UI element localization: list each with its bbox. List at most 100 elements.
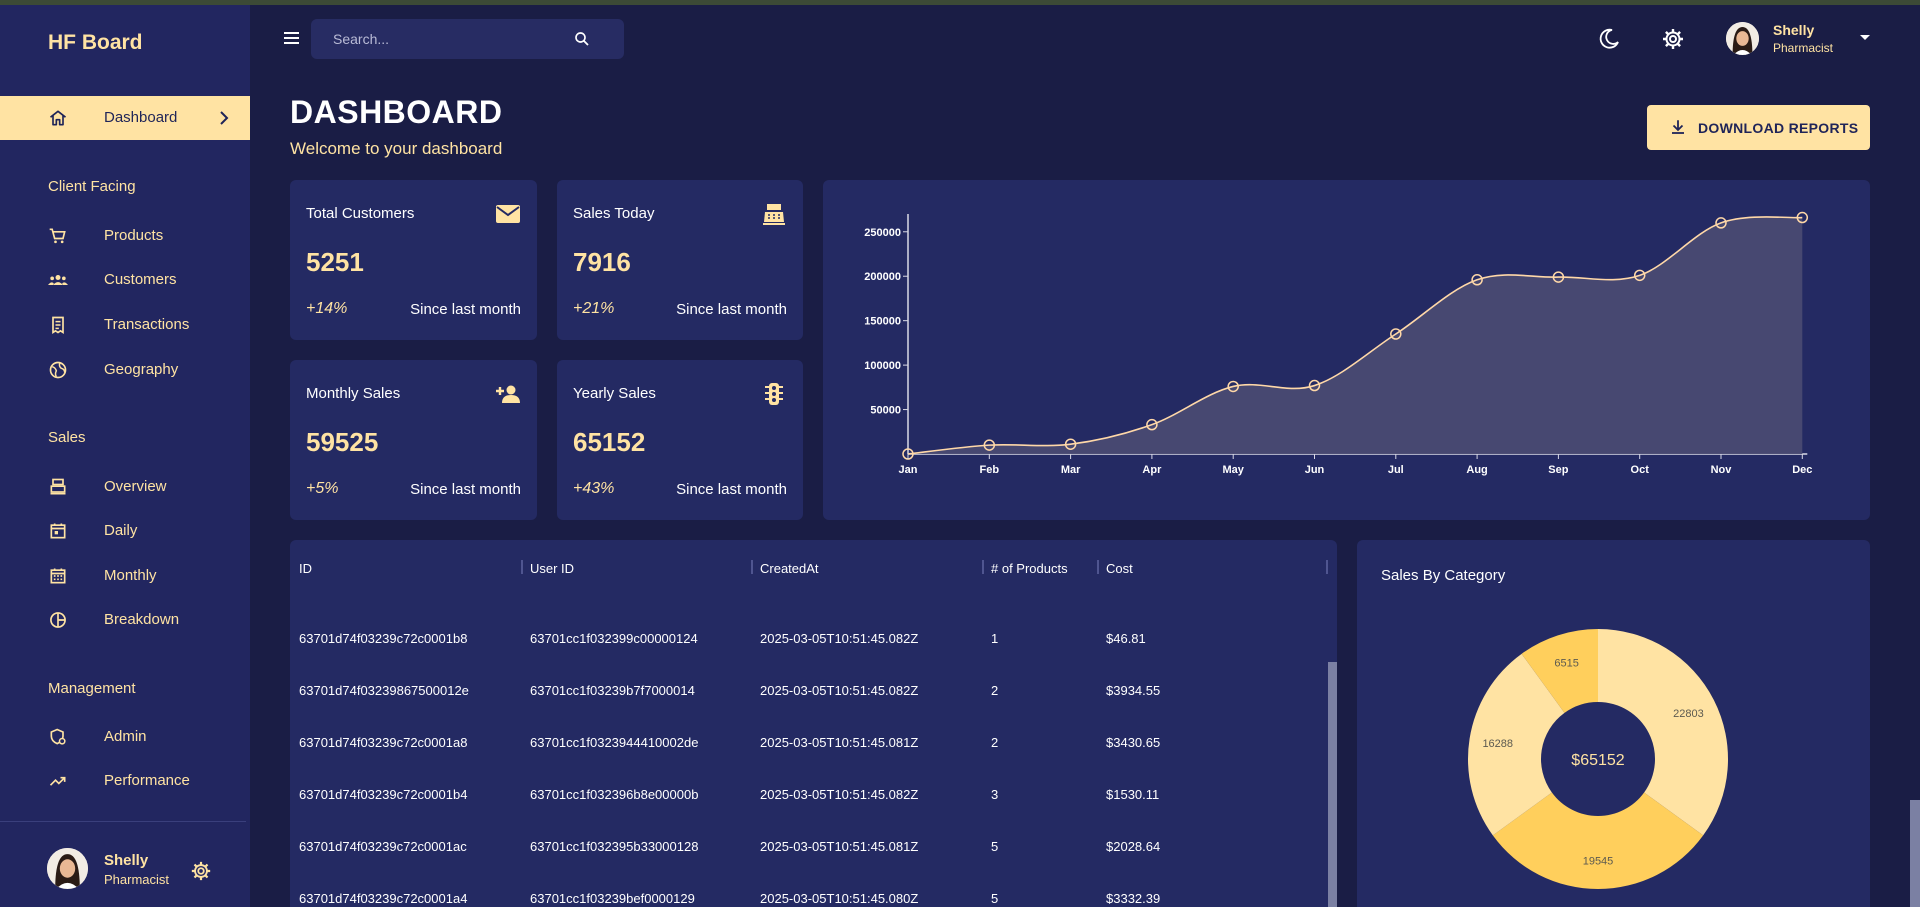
sidebar-item-overview[interactable]: Overview	[0, 467, 250, 507]
sidebar-item-label: Products	[104, 227, 164, 244]
dark-mode-icon[interactable]	[1597, 27, 1621, 51]
stat-value: 59525	[306, 427, 379, 457]
settings-icon[interactable]	[1661, 27, 1685, 51]
sidebar-item-monthly[interactable]: Monthly	[0, 556, 250, 596]
donut-slice-22803[interactable]	[1598, 629, 1728, 836]
search-icon[interactable]	[573, 30, 591, 48]
data-point-jul[interactable]	[1390, 328, 1402, 340]
topbar-user-name: Shelly	[1773, 22, 1815, 38]
cell-created-at: 2025-03-05T10:51:45.080Z	[760, 891, 919, 906]
sidebar-item-daily[interactable]: Daily	[0, 511, 250, 551]
section-label-sales: Sales	[48, 429, 86, 446]
x-tick-label: Nov	[1711, 464, 1733, 476]
page-scrollbar[interactable]	[1910, 800, 1920, 907]
sidebar-item-transactions[interactable]: Transactions	[0, 305, 250, 345]
menu-icon[interactable]	[282, 30, 302, 46]
column-separator[interactable]	[751, 560, 753, 574]
sidebar-item-admin[interactable]: Admin	[0, 717, 250, 757]
sidebar-user: Shelly Pharmacist	[0, 840, 250, 900]
column-header-user-id[interactable]: User ID	[530, 561, 575, 576]
data-point-may[interactable]	[1227, 380, 1239, 393]
donut-slice-6515[interactable]	[1521, 629, 1598, 713]
avatar[interactable]	[1726, 22, 1759, 55]
sidebar-item-breakdown[interactable]: Breakdown	[0, 600, 250, 640]
brand-title[interactable]: HF Board	[48, 31, 143, 54]
pie-icon	[50, 612, 66, 628]
person-add-icon	[496, 385, 520, 403]
data-point-mar[interactable]	[1064, 438, 1077, 450]
y-tick-label: 100000	[864, 360, 901, 372]
stat-since: Since last month	[676, 301, 787, 318]
column-header-cost[interactable]: Cost	[1106, 561, 1133, 576]
sidebar-item-products[interactable]: Products	[0, 216, 250, 256]
sidebar-item-customers[interactable]: Customers	[0, 260, 250, 300]
data-point-feb[interactable]	[983, 439, 996, 451]
sidebar-item-geography[interactable]: Geography	[0, 350, 250, 390]
sidebar-item-dashboard[interactable]: Dashboard	[0, 96, 250, 140]
table-row[interactable]: 63701d74f03239c72c0001a8 63701cc1f0323944…	[290, 717, 1330, 769]
column-separator[interactable]	[1097, 560, 1099, 574]
sidebar-item-label: Overview	[104, 478, 167, 495]
column-header-created-at[interactable]: CreatedAt	[760, 561, 819, 576]
column-separator[interactable]	[982, 560, 984, 574]
data-point-oct[interactable]	[1633, 269, 1646, 282]
cell-created-at: 2025-03-05T10:51:45.082Z	[760, 683, 919, 698]
x-tick-label: Feb	[980, 464, 1000, 476]
table-row[interactable]: 63701d74f03239c72c0001ac 63701cc1f032395b…	[290, 821, 1330, 873]
stat-since: Since last month	[410, 301, 521, 318]
data-point-sep[interactable]	[1552, 271, 1565, 283]
cell-created-at: 2025-03-05T10:51:45.081Z	[760, 839, 919, 854]
cell-user-id: 63701cc1f03239b7f7000014	[530, 683, 695, 698]
cash-register-icon	[763, 204, 785, 225]
admin-icon	[50, 728, 66, 745]
sidebar-divider	[0, 821, 246, 822]
cell-cost: $2028.64	[1106, 839, 1161, 854]
group-icon	[48, 275, 68, 285]
sidebar-item-label: Performance	[104, 772, 190, 789]
sidebar-item-label: Admin	[104, 728, 147, 745]
table-row[interactable]: 63701d74f03239c72c0001a4 63701cc1f03239be…	[290, 873, 1330, 907]
column-header-id[interactable]: ID	[299, 561, 312, 576]
x-tick-label: Jan	[899, 464, 918, 476]
stat-change: +43%	[573, 480, 615, 497]
table-row[interactable]: 63701d74f03239867500012e 63701cc1f03239b7…	[290, 665, 1330, 717]
y-tick-label: 250000	[864, 227, 901, 239]
data-point-apr[interactable]	[1146, 418, 1158, 431]
trending-icon	[49, 776, 66, 786]
cell-created-at: 2025-03-05T10:51:45.082Z	[760, 787, 919, 802]
gear-icon[interactable]	[190, 860, 212, 882]
donut-slice-label: 22803	[1673, 708, 1704, 720]
data-point-dec[interactable]	[1796, 211, 1809, 224]
table-row[interactable]: 63701d74f03239c72c0001b8 63701cc1f032399c…	[290, 613, 1330, 665]
sidebar-user-role: Pharmacist	[104, 872, 170, 887]
home-icon	[49, 110, 67, 126]
avatar[interactable]	[47, 848, 88, 889]
download-reports-button[interactable]: DOWNLOAD REPORTS	[1647, 105, 1870, 150]
column-separator[interactable]	[521, 560, 523, 574]
sidebar-item-label: Transactions	[104, 316, 190, 333]
donut-slice-16288[interactable]	[1468, 653, 1565, 836]
calendar-month-icon	[50, 568, 66, 584]
cell-id: 63701d74f03239c72c0001a4	[299, 891, 468, 906]
search-bar	[311, 19, 624, 59]
globe-icon	[49, 361, 67, 379]
section-label-management: Management	[48, 680, 136, 697]
data-point-jun[interactable]	[1308, 379, 1321, 392]
data-point-nov[interactable]	[1715, 217, 1727, 229]
table-scrollbar[interactable]	[1328, 662, 1337, 907]
column-separator[interactable]	[1326, 560, 1328, 574]
sidebar-item-label: Breakdown	[104, 611, 180, 628]
column-header-products[interactable]: # of Products	[991, 561, 1068, 576]
sidebar-item-performance[interactable]: Performance	[0, 761, 250, 801]
cell-id: 63701d74f03239867500012e	[299, 683, 469, 698]
sidebar-user-name: Shelly	[104, 852, 149, 869]
cell-id: 63701d74f03239c72c0001ac	[299, 839, 467, 854]
search-input[interactable]	[333, 29, 573, 49]
caret-down-icon[interactable]	[1858, 32, 1872, 42]
donut-slice-19545[interactable]	[1492, 792, 1704, 889]
table-row[interactable]: 63701d74f03239c72c0001b4 63701cc1f032396b…	[290, 769, 1330, 821]
data-point-aug[interactable]	[1471, 274, 1483, 286]
download-icon	[1672, 120, 1684, 134]
donut-slice-label: 6515	[1554, 657, 1578, 669]
cell-products: 1	[991, 631, 999, 646]
